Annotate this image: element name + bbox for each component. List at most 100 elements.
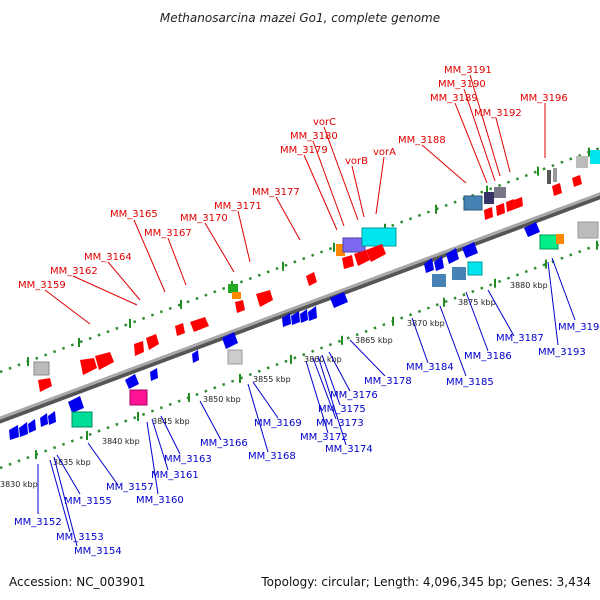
kbp-label: 3835 kbp: [53, 458, 91, 467]
gene-arrow: [354, 250, 370, 266]
gene-label: MM_3193: [538, 347, 586, 358]
gene-label: MM_3161: [151, 470, 199, 481]
gene-label: MM_3163: [164, 454, 212, 465]
kbp-label: 3875 kbp: [458, 298, 496, 307]
gene-arrow: [256, 290, 273, 307]
gene-arrow: [434, 256, 444, 271]
gene-label: vorC: [313, 117, 336, 128]
gene-arrow: [308, 306, 317, 321]
gene-arrow: [496, 203, 505, 216]
kbp-label: 3865 kbp: [355, 336, 393, 345]
kbp-label: 3845 kbp: [152, 417, 190, 426]
gene-arrow: [146, 334, 159, 350]
gene-arrow: [424, 258, 434, 273]
gene-label: MM_3170: [180, 213, 228, 224]
gene-label: MM_3164: [84, 252, 132, 263]
gene-box: [361, 227, 397, 247]
upper-strand-guide: [0, 146, 600, 374]
kbp-label: 3855 kbp: [253, 375, 291, 384]
gene-label: MM_3192: [474, 108, 522, 119]
gene-arrow: [446, 248, 459, 264]
gene-box: [577, 221, 599, 239]
gene-label: MM_3179: [280, 145, 328, 156]
gene-box: [232, 292, 241, 299]
gene-label: MM_3174: [325, 444, 373, 455]
gene-box: [33, 361, 50, 376]
gene-label: MM_3189: [430, 93, 478, 104]
gene-arrow: [462, 242, 478, 258]
gene-arrow: [514, 197, 523, 209]
gene-box: [556, 234, 564, 244]
gene-arrow: [134, 341, 144, 356]
gene-label: MM_3180: [290, 131, 338, 142]
kbp-label: 3830 kbp: [0, 480, 38, 489]
gene-box: [452, 267, 466, 280]
kbp-label: 3870 kbp: [407, 319, 445, 328]
gene-label: MM_3171: [214, 201, 262, 212]
gene-arrow: [192, 350, 199, 363]
gene-label: MM_3157: [106, 482, 154, 493]
gene-arrow: [9, 425, 19, 440]
gene-arrow: [125, 374, 139, 389]
gene-arrow: [19, 422, 28, 437]
gene-arrow: [150, 368, 158, 381]
gene-label: MM_3191: [444, 65, 492, 76]
gene-arrow: [572, 175, 582, 187]
gene-arrow: [40, 413, 48, 427]
accession-text: Accession: NC_003901: [9, 575, 145, 589]
gene-box: [463, 195, 483, 211]
gene-label: MM_3194: [558, 322, 600, 333]
genome-backbone: [0, 192, 600, 424]
gene-arrow: [366, 244, 386, 262]
gene-arrow: [222, 332, 238, 349]
reverse-genes: [9, 221, 599, 440]
gene-label: MM_3172: [300, 432, 348, 443]
kbp-scale-labels: 3830 kbp 3835 kbp 3840 kbp 3845 kbp 3850…: [0, 281, 548, 489]
gene-label: MM_3154: [74, 546, 122, 557]
gene-box: [432, 274, 446, 287]
genome-summary-text: Topology: circular; Length: 4,096,345 bp…: [260, 575, 591, 589]
gene-label: MM_3153: [56, 532, 104, 543]
gene-arrow: [175, 323, 185, 336]
gene-label: MM_3176: [330, 390, 378, 401]
gene-label: MM_3186: [464, 351, 512, 362]
gene-label: MM_3155: [64, 496, 112, 507]
gene-label: MM_3177: [252, 187, 300, 198]
map-title: Methanosarcina mazei Go1, complete genom…: [160, 11, 440, 25]
gene-label: MM_3168: [248, 451, 296, 462]
gene-arrow: [330, 292, 348, 308]
gene-label: MM_3185: [446, 377, 494, 388]
gene-box: [467, 261, 483, 276]
gene-box: [227, 349, 243, 365]
lower-strand-guide: [0, 242, 600, 470]
gene-label: MM_3178: [364, 376, 412, 387]
gene-box: [71, 411, 93, 428]
top-label-leaders: [44, 74, 546, 325]
gene-label: MM_3190: [438, 79, 486, 90]
gene-label: vorA: [373, 147, 396, 158]
gene-box: [228, 284, 238, 293]
gene-label: MM_3184: [406, 362, 454, 373]
kbp-label: 3840 kbp: [102, 437, 140, 446]
gene-label: vorB: [345, 156, 368, 167]
gene-arrow: [306, 272, 317, 286]
gene-arrow: [235, 300, 245, 313]
gene-arrow: [48, 411, 56, 425]
forward-genes: [33, 150, 600, 392]
gene-label: MM_3152: [14, 517, 62, 528]
gene-label: MM_3175: [318, 404, 366, 415]
gene-box: [590, 150, 600, 164]
gene-label: MM_3187: [496, 333, 544, 344]
gene-arrow: [282, 313, 291, 327]
gene-arrow: [28, 419, 36, 433]
gene-arrow: [291, 311, 300, 325]
gene-arrow: [95, 352, 114, 370]
gene-box: [553, 168, 557, 182]
kbp-label: 3850 kbp: [203, 395, 241, 404]
gene-label: MM_3196: [520, 93, 568, 104]
gene-label: MM_3165: [110, 209, 158, 220]
gene-box: [336, 244, 345, 256]
gene-arrow: [552, 183, 562, 196]
bottom-label-leaders: [37, 257, 576, 547]
